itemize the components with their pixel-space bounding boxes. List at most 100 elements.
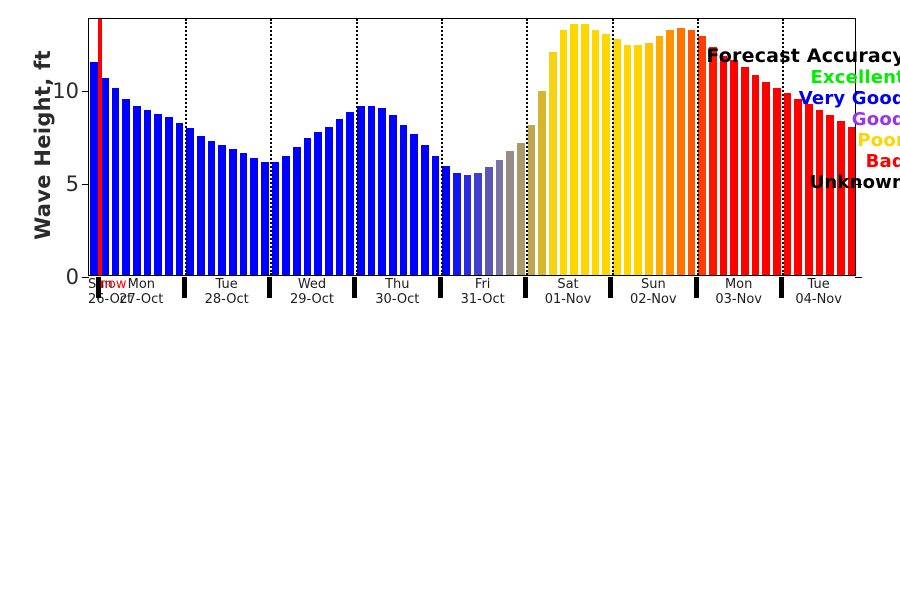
day-weekday: Fri — [474, 277, 491, 292]
bar — [687, 30, 696, 275]
bar-series — [89, 19, 856, 275]
bar — [709, 46, 717, 275]
bar — [837, 120, 845, 275]
bar — [634, 44, 643, 275]
bar — [90, 61, 99, 275]
bar — [303, 137, 312, 275]
x-axis: Sun26-OctMon27-OctTue28-OctWed29-OctThu3… — [88, 277, 856, 317]
bar — [538, 91, 547, 275]
bar — [410, 133, 419, 275]
day-date: 02-Nov — [630, 292, 677, 307]
bar — [762, 81, 771, 275]
bar — [357, 106, 365, 275]
day-separator — [181, 277, 187, 298]
y-tick-10 — [855, 91, 862, 93]
bar — [442, 165, 451, 275]
bar — [549, 52, 557, 275]
day-weekday: Thu — [385, 277, 410, 292]
bar — [122, 98, 131, 275]
day-label-04-Nov: Tue 04-Nov — [781, 277, 856, 307]
day-separator — [352, 277, 358, 298]
bar — [591, 30, 600, 275]
now-marker-label: now — [99, 277, 127, 292]
day-weekday: Wed — [297, 277, 327, 292]
bar — [399, 124, 408, 275]
bar — [154, 113, 163, 275]
bar — [495, 159, 504, 275]
bar — [111, 87, 120, 275]
bar — [805, 104, 813, 275]
y-tick-5 — [855, 184, 862, 186]
plot-area: 0 5 10 Forecast Accuracy Excellent Very Goo… — [52, 18, 900, 289]
bar — [741, 67, 749, 275]
gridline-day-29-Oct — [270, 19, 273, 275]
day-date: 29-Oct — [289, 292, 335, 307]
y-tick-5 — [82, 184, 89, 186]
bar — [613, 39, 621, 275]
bar — [261, 161, 269, 275]
bar — [218, 145, 227, 275]
day-weekday: Mon — [127, 277, 156, 292]
bar — [453, 172, 461, 275]
now-marker-line — [97, 19, 102, 275]
day-date: 31-Oct — [460, 292, 505, 307]
bar — [773, 87, 781, 275]
bar — [143, 109, 152, 275]
bar — [133, 106, 141, 275]
bar — [239, 152, 248, 275]
bar — [207, 141, 216, 275]
y-tick-label-0: 0 — [65, 265, 79, 289]
day-separator — [266, 277, 272, 298]
bar — [751, 74, 760, 275]
bar — [165, 117, 173, 275]
bar — [325, 126, 333, 275]
gridline-day-31-Oct — [441, 19, 443, 275]
day-date: 28-Oct — [204, 292, 249, 307]
day-label-01-Nov: Sat 01-Nov — [525, 277, 610, 307]
day-weekday: Tue — [215, 277, 238, 292]
day-weekday: Mon — [724, 277, 753, 292]
bar — [346, 111, 355, 275]
bar — [527, 124, 536, 275]
day-separator — [778, 277, 784, 298]
bar — [559, 30, 568, 275]
bar — [794, 98, 803, 275]
bar — [229, 148, 237, 275]
day-label-28-Oct: Tue 28-Oct — [184, 277, 269, 307]
day-label-29-Oct: Wed 29-Oct — [269, 277, 354, 307]
bar — [570, 24, 579, 275]
gridline-day-30-Oct — [355, 19, 358, 275]
bar — [186, 128, 195, 275]
day-separator — [693, 277, 699, 298]
day-separator — [96, 277, 102, 298]
gridline-day-28-Oct — [185, 19, 187, 275]
bar — [197, 135, 205, 275]
gridline-day-03-Nov — [697, 19, 699, 275]
day-weekday: Sat — [557, 277, 579, 292]
day-label-30-Oct: Thu 30-Oct — [355, 277, 440, 307]
bar — [367, 106, 376, 275]
y-tick-0 — [855, 277, 862, 278]
day-weekday: Tue — [807, 277, 830, 292]
day-weekday: Sun — [640, 277, 666, 292]
bar — [293, 146, 301, 275]
day-date: 30-Oct — [375, 292, 420, 307]
day-label-03-Nov: Mon 03-Nov — [696, 277, 781, 307]
bar — [730, 59, 739, 275]
bar — [314, 132, 323, 275]
bar — [485, 167, 493, 275]
day-label-27-Oct: Mon 27-Oct — [99, 277, 184, 307]
bar — [335, 119, 344, 275]
bar — [602, 33, 611, 275]
bar — [101, 78, 109, 275]
day-date: 01-Nov — [544, 292, 592, 307]
day-label-31-Oct: Fri 31-Oct — [440, 277, 525, 307]
bar — [421, 145, 429, 275]
bar — [175, 122, 184, 275]
y-tick-label-5: 5 — [65, 172, 79, 197]
day-date: 03-Nov — [715, 292, 762, 307]
bar — [389, 115, 397, 275]
bar — [250, 158, 259, 275]
day-separator — [608, 277, 614, 298]
